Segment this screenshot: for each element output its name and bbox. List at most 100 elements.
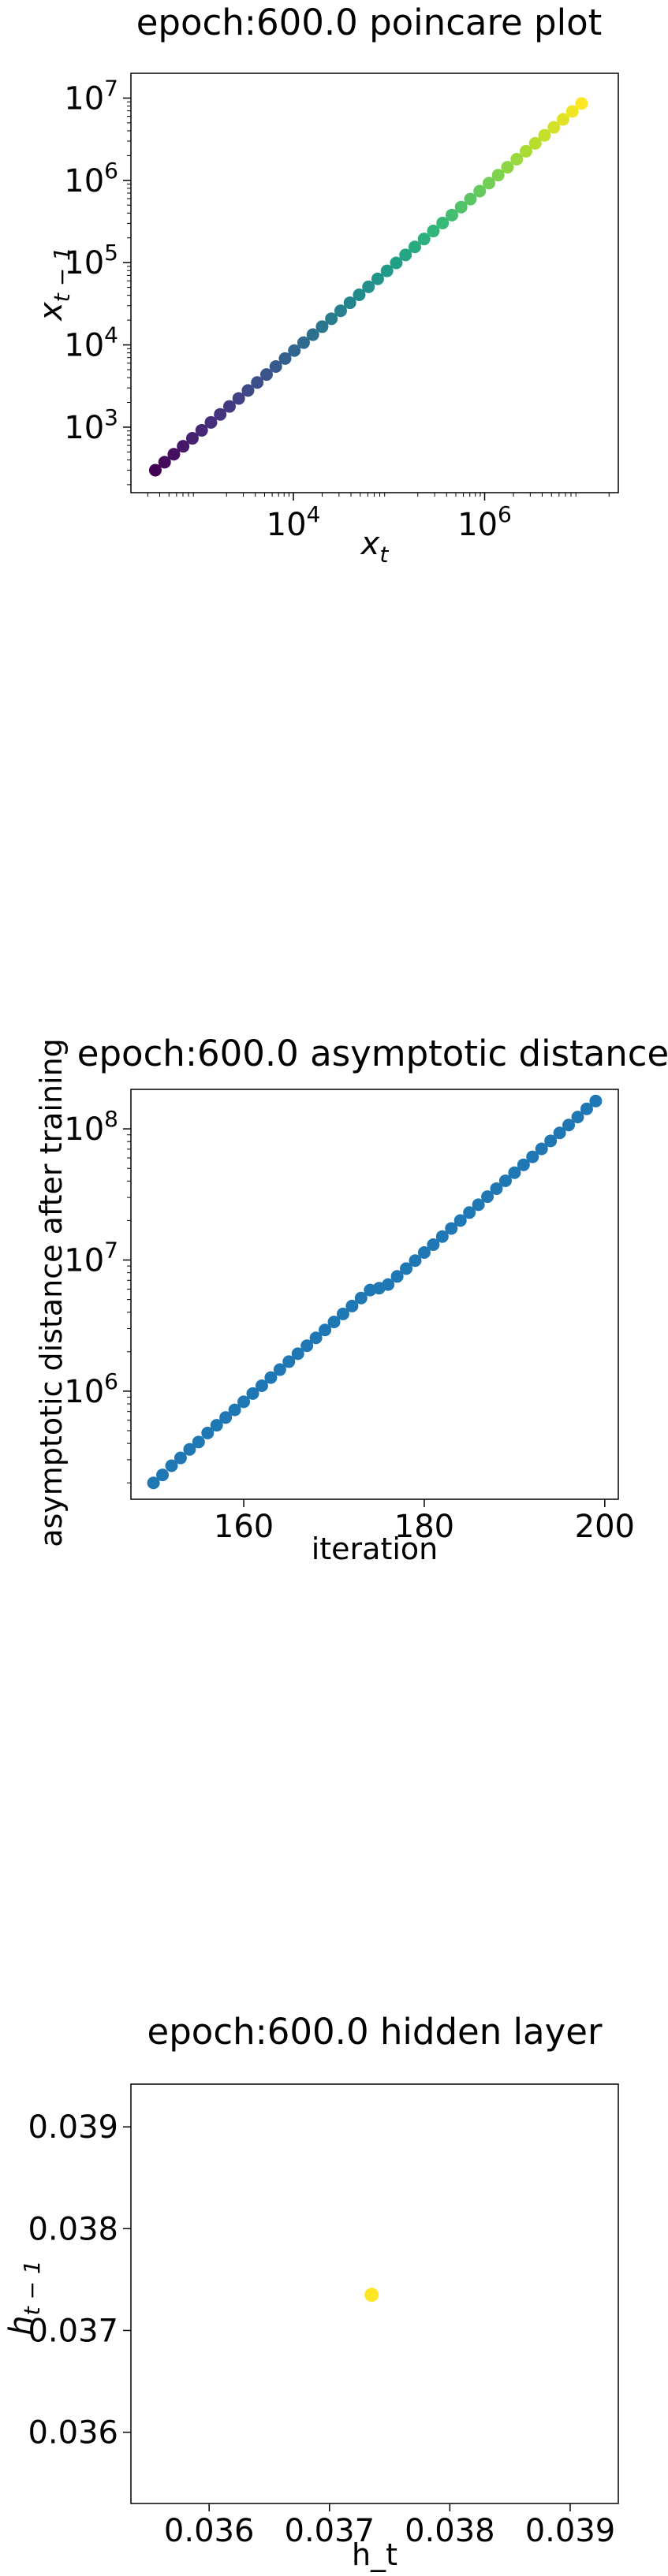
y-tick-label: 106 [64, 158, 118, 199]
x-tick-label: 0.036 [164, 2513, 255, 2549]
data-point [519, 144, 532, 158]
x-tick-label: 106 [457, 501, 512, 543]
data-point [589, 1094, 603, 1107]
data-point [167, 448, 181, 461]
data-point [288, 344, 301, 357]
data-point [427, 225, 440, 238]
data-point [273, 1363, 286, 1376]
data-point [390, 256, 403, 270]
data-point [380, 264, 394, 277]
data-point [228, 1403, 241, 1416]
data-point [362, 280, 375, 293]
plot-frame [130, 1089, 619, 1500]
data-point [371, 272, 384, 285]
y-tick-label: 106 [64, 1368, 118, 1410]
data-point [399, 248, 412, 262]
data-point [354, 1291, 368, 1305]
data-point [291, 1347, 304, 1361]
data-point [297, 336, 310, 349]
data-point [174, 1451, 187, 1465]
data-point [204, 415, 218, 429]
x-axis-label: iteration [312, 1532, 438, 1566]
tick-group: 0.036 0.037 0.038 0.039 0.036 0.037 0.038 0.039 [28, 2109, 615, 2549]
data-point [251, 376, 264, 389]
data-point [528, 136, 542, 150]
data-point [327, 1316, 341, 1329]
data-point [309, 1331, 323, 1345]
data-point [336, 1307, 349, 1320]
chart-title: epoch:600.0 asymptotic distance [77, 1033, 668, 1074]
data-point [315, 320, 329, 333]
y-axis-label: ht − 1 [3, 2260, 45, 2335]
data-point [544, 1134, 558, 1148]
data-point [510, 153, 524, 166]
data-point [535, 1142, 548, 1156]
x-tick-label: 160 [214, 1509, 274, 1545]
chart-title: epoch:600.0 poincare plot [136, 2, 603, 43]
data-point [417, 233, 431, 246]
data-point [436, 216, 450, 229]
data-point [232, 392, 245, 405]
data-point [562, 1119, 576, 1132]
data-point [490, 1182, 503, 1195]
data-point [195, 423, 208, 437]
data-point [409, 1254, 422, 1268]
data-point [219, 1411, 233, 1424]
data-point [282, 1355, 296, 1368]
plot-frame [130, 2083, 619, 2504]
data-point [482, 177, 495, 190]
data-point [435, 1230, 449, 1243]
y-tick-label: 107 [64, 75, 118, 117]
data-point [255, 1379, 268, 1393]
data-point [464, 192, 477, 206]
x-tick-label: 104 [267, 501, 321, 543]
data-point [185, 432, 199, 445]
x-axis-label: xt [360, 526, 390, 568]
x-axis-label: h_t [352, 2537, 397, 2572]
data-point [278, 352, 292, 365]
data-point [547, 121, 561, 134]
data-point [491, 169, 505, 182]
data-point [156, 1469, 170, 1482]
data-point [300, 1339, 314, 1353]
data-point [158, 456, 171, 469]
poincare-chart: epoch:600.0 poincare plot 104 106 103 104 10… [33, 2, 619, 568]
data-point [306, 328, 319, 341]
data-point [575, 97, 588, 110]
y-tick-label: 0.038 [28, 2211, 118, 2247]
data-point [453, 1214, 467, 1227]
point-group [147, 1094, 603, 1490]
data-point [472, 1198, 485, 1212]
data-point [214, 408, 227, 421]
asymptotic-distance-chart: epoch:600.0 asymptotic distance 160 180 20… [34, 1033, 668, 1566]
data-point [556, 113, 569, 126]
data-point [343, 296, 356, 310]
data-point [473, 184, 487, 198]
data-point [481, 1190, 494, 1204]
data-point [325, 312, 338, 326]
data-point [269, 360, 282, 374]
data-point [445, 208, 458, 221]
x-tick-label: 180 [394, 1509, 454, 1545]
data-point [353, 288, 366, 301]
y-tick-label: 104 [64, 322, 118, 364]
data-point [246, 1387, 259, 1400]
data-point [177, 440, 190, 453]
data-point [517, 1158, 530, 1171]
x-tick-label: 0.037 [285, 2513, 375, 2549]
data-point [264, 1371, 278, 1384]
data-point [538, 128, 551, 142]
data-point [501, 161, 514, 174]
x-tick-label: 0.039 [525, 2513, 616, 2549]
data-point [222, 400, 236, 413]
y-tick-label: 103 [64, 404, 118, 446]
data-point [445, 1222, 458, 1235]
chart-title: epoch:600.0 hidden layer [147, 2011, 603, 2053]
x-tick-label: 0.038 [405, 2513, 495, 2549]
data-point [147, 1476, 160, 1490]
y-tick-label: 108 [64, 1106, 118, 1148]
data-point [382, 1278, 395, 1291]
data-point [192, 1435, 205, 1449]
data-point [364, 2288, 379, 2302]
